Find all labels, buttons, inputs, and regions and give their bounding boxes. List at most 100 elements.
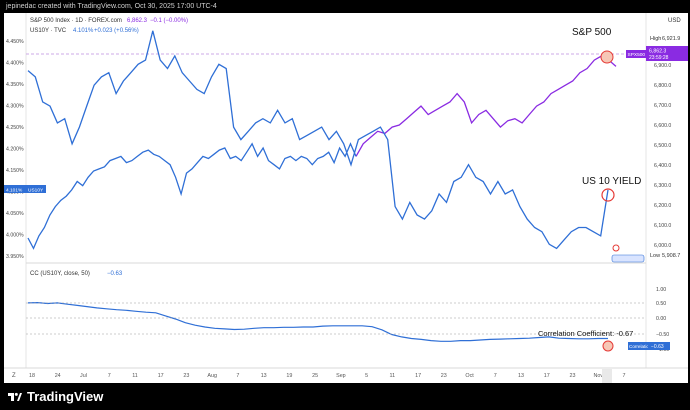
event-icons[interactable] [611, 244, 645, 263]
time-axis-tick-label: 7 [108, 373, 111, 379]
corr-badge-bg [648, 342, 670, 350]
zoom-button[interactable]: Z [12, 373, 16, 379]
left-axis-tick-label: 4.300% [6, 104, 24, 110]
spx-legend-value: 6,862.3 [127, 18, 148, 24]
low-value: 5,908.7 [662, 253, 680, 259]
correlation-badge: Correlation −0.63 [628, 342, 670, 350]
time-axis-tick-label: 13 [518, 373, 524, 379]
brand-logo[interactable]: TradingView [8, 389, 103, 404]
time-axis-tick-label: Jul [80, 373, 87, 379]
time-axis-tick-label: 17 [544, 373, 550, 379]
corr-marker [602, 340, 614, 352]
header-caption: jepinedac created with TradingView.com, … [6, 3, 217, 10]
chart-frame: S&P 500 Index · 1D · FOREX.com 6,862.3 −… [4, 13, 688, 383]
time-axis-tick-label: 11 [389, 373, 395, 379]
right-axis-tick-label: 6,000.0 [654, 243, 671, 249]
spx-badge-value: 6,862.3 [649, 49, 666, 55]
cc-axis-tick-label: 0.00 [656, 316, 666, 322]
time-axis-tick-label: 13 [261, 373, 267, 379]
high-label: High [650, 36, 661, 42]
left-axis-tick-label: 4.350% [6, 82, 24, 88]
right-price-axis: 6,900.0 6,800.0 6,700.0 6,600.0 6,500.0 6,400… [654, 63, 671, 249]
time-axis-tick-label: 5 [365, 373, 368, 379]
right-axis-tick-label: 6,800.0 [654, 83, 671, 89]
current-date-marker [602, 369, 612, 383]
time-axis-tick-label: 25 [312, 373, 318, 379]
time-axis-tick-label: Oct [465, 373, 474, 379]
time-axis-tick-label: 18 [29, 373, 35, 379]
corr-badge-name: Correlation [629, 344, 652, 349]
brand-name: TradingView [27, 389, 104, 404]
left-axis-tick-label: 4.050% [6, 211, 24, 217]
time-axis-tick-label: 7 [623, 373, 626, 379]
spx-legend-change: −0.1 (−0.00%) [150, 18, 188, 24]
right-axis-tick-label: 6,600.0 [654, 123, 671, 129]
time-axis-tick-label: 23 [441, 373, 447, 379]
spx-badge-name: SPX500 [628, 52, 646, 58]
spx-badge-name-bg [626, 50, 646, 58]
time-axis-tick-label: 7 [494, 373, 497, 379]
right-axis-tick-label: 6,500.0 [654, 143, 671, 149]
spx-annotation: S&P 500 [572, 27, 612, 38]
left-axis-tick-label: 4.400% [6, 61, 24, 67]
time-axis-tick-label: Aug [207, 373, 217, 379]
us10y-badge-value: 4.101% [6, 188, 23, 194]
us10y-legend-change: +0.023 (+0.56%) [94, 28, 139, 34]
time-axis-tick-label: 23 [183, 373, 189, 379]
right-axis-tick-label: 6,100.0 [654, 223, 671, 229]
low-label: Low [650, 253, 660, 259]
chart-legend: S&P 500 Index · 1D · FOREX.com 6,862.3 −… [30, 18, 188, 277]
footer-bar: TradingView [0, 383, 690, 410]
spx-badge-timer: 23:59:28 [649, 55, 669, 61]
currency-unit: USD [668, 18, 681, 24]
us10y-legend-name: US10Y · TVC [30, 28, 67, 34]
us10y-badge-name: US10Y [28, 188, 44, 194]
left-axis-tick-label: 4.000% [6, 233, 24, 239]
right-axis-tick-label: 6,300.0 [654, 183, 671, 189]
time-axis-tick-label: Nov [594, 373, 604, 379]
us10y-badge-bg [4, 185, 26, 193]
spx-series-line [355, 55, 617, 157]
tradingview-logo-icon [8, 390, 22, 404]
us10y-badge-name-bg [26, 185, 46, 193]
right-axis-tick-label: 6,400.0 [654, 163, 671, 169]
cc-axis-tick-label: 1.00 [656, 287, 666, 293]
right-axis-tick-label: 6,200.0 [654, 203, 671, 209]
cc-axis-tick-label: 0.50 [656, 301, 666, 307]
events-badge-icon[interactable] [611, 254, 645, 263]
yield-marker [601, 188, 615, 202]
spx-price-badge: SPX500 6,862.3 23:59:28 [626, 46, 688, 61]
spx-marker [600, 50, 614, 64]
left-axis-tick-label: 4.250% [6, 125, 24, 131]
left-axis-tick-label: 4.150% [6, 168, 24, 174]
us10y-series-line [27, 30, 609, 250]
time-axis-tick-label: Sep [336, 373, 346, 379]
corr-annotation: Correlation Coefficient: -0.67 [538, 329, 633, 338]
time-axis: 18 24 Jul 7 11 17 23 Aug 7 13 19 25 Sep 5 11 17 23 Oct 7 13… [29, 373, 626, 379]
chart-canvas[interactable]: S&P 500 Index · 1D · FOREX.com 6,862.3 −… [4, 13, 688, 383]
corr-badge-value: −0.63 [651, 344, 664, 350]
yield-annotation: US 10 YIELD [582, 176, 641, 187]
cc-axis-tick-label: −0.50 [656, 332, 669, 338]
us10y-price-badge: 4.101% US10Y [4, 185, 46, 194]
cc-legend-value: −0.63 [107, 271, 123, 277]
time-axis-tick-label: 11 [132, 373, 138, 379]
right-axis-tick-label: 6,900.0 [654, 63, 671, 69]
high-value: 6,921.9 [662, 36, 680, 42]
corr-badge-name-bg [628, 342, 648, 350]
event-flag-icon[interactable] [612, 244, 620, 252]
time-axis-tick-label: 19 [286, 373, 292, 379]
spx-badge-bg [646, 46, 688, 61]
time-axis-tick-label: 24 [55, 373, 61, 379]
cc-series-line [27, 301, 608, 342]
left-axis-tick-label: 3.950% [6, 254, 24, 260]
us10y-legend-value: 4.101% [73, 28, 94, 34]
time-axis-tick-label: 23 [570, 373, 576, 379]
time-axis-tick-label: 17 [415, 373, 421, 379]
cc-legend-name: CC (US10Y, close, 50) [30, 271, 90, 277]
right-axis-tick-label: 6,700.0 [654, 103, 671, 109]
time-axis-tick-label: 7 [236, 373, 239, 379]
time-axis-tick-label: 17 [158, 373, 164, 379]
left-axis-tick-label: 4.200% [6, 147, 24, 153]
